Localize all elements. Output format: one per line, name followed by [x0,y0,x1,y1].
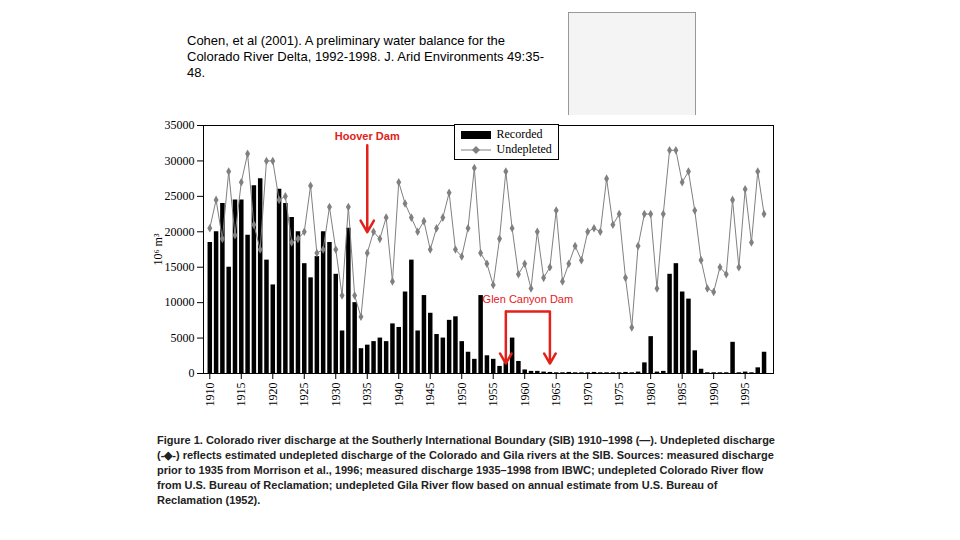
svg-text:1990: 1990 [707,383,721,407]
html-text:Recorded: Recorded [496,127,543,141]
svg-text:1945: 1945 [423,383,437,407]
svg-text:30000: 30000 [165,154,195,168]
svg-text:25000: 25000 [165,189,195,203]
svg-text:1910: 1910 [203,383,217,407]
svg-text:1965: 1965 [549,383,563,407]
svg-text:10000: 10000 [165,295,195,309]
svg-text:1960: 1960 [518,383,532,407]
svg-text:20000: 20000 [165,225,195,239]
svg-text:1985: 1985 [675,383,689,407]
svg-text:1995: 1995 [738,383,752,407]
svg-text:1980: 1980 [644,383,658,407]
svg-text:Hoover Dam: Hoover Dam [335,130,400,142]
svg-text:10⁶ m³: 10⁶ m³ [151,233,165,266]
html-text:Cohen, et al (2001). A prelimi: Cohen, et al (2001). A preliminary water… [187,33,544,80]
html-text:Undepleted: Undepleted [496,142,552,156]
svg-text:1940: 1940 [392,383,406,407]
svg-text:1920: 1920 [266,383,280,407]
svg-text:1930: 1930 [329,383,343,407]
svg-text:1955: 1955 [486,383,500,407]
svg-text:0: 0 [189,366,195,380]
svg-text:5000: 5000 [171,331,195,345]
svg-text:15000: 15000 [165,260,195,274]
svg-text:35000: 35000 [165,118,195,132]
svg-text:Glen Canyon Dam: Glen Canyon Dam [483,293,573,305]
svg-text:1950: 1950 [455,383,469,407]
svg-text:1975: 1975 [612,383,626,407]
svg-text:1925: 1925 [297,383,311,407]
svg-text:1935: 1935 [360,383,374,407]
svg-text:1970: 1970 [581,383,595,407]
svg-text:1915: 1915 [234,383,248,407]
html-text:Figure 1. Colorado river disch: Figure 1. Colorado river discharge at th… [157,434,775,506]
